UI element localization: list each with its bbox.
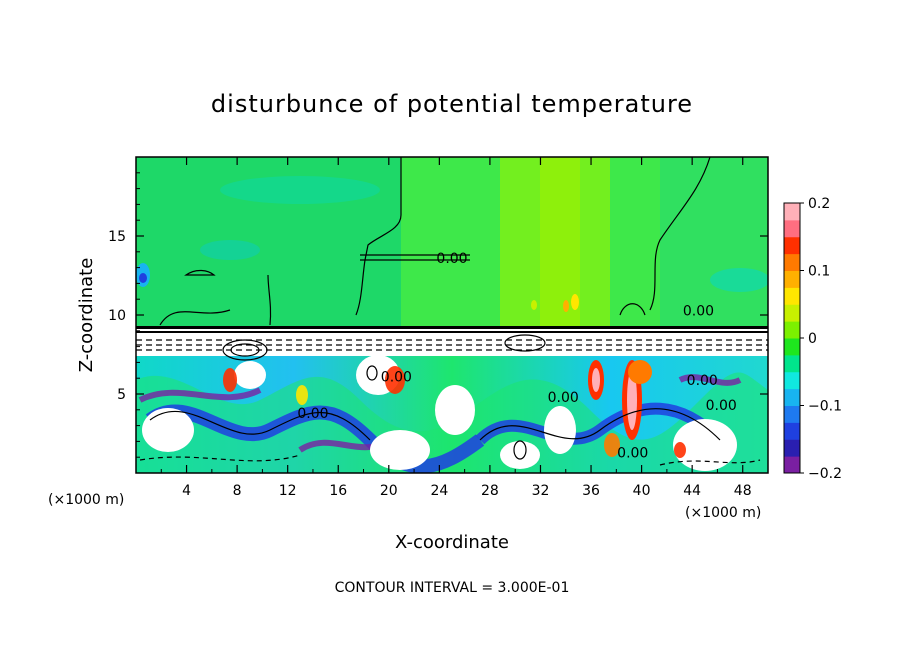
- x-tick-label: 48: [734, 483, 752, 499]
- colorbar-swatch: [784, 287, 800, 305]
- contour-label: 0.00: [548, 390, 579, 406]
- chart-title: disturbunce of potential temperature: [211, 90, 693, 118]
- heatmap-field: 0.00 0.00 0.00 0.00 0.00 0.00 0.00 0.00: [136, 157, 768, 473]
- colorbar-swatch: [784, 422, 800, 440]
- x-tick-label: 24: [430, 483, 448, 499]
- contour-interval-note: CONTOUR INTERVAL = 3.000E-01: [335, 580, 570, 596]
- y-tick-label: 5: [117, 387, 126, 403]
- x-axis-label: X-coordinate: [395, 532, 509, 553]
- y-axis-label: Z-coordinate: [76, 258, 97, 373]
- contour-label: 0.00: [687, 373, 718, 389]
- colorbar-swatch: [784, 456, 800, 474]
- y-tick-label: 15: [108, 229, 126, 245]
- x-unit-left: (×1000 m): [48, 492, 124, 508]
- colorbar-swatch: [784, 439, 800, 457]
- x-tick-label: 32: [532, 483, 550, 499]
- contour-label: 0.00: [706, 398, 737, 414]
- x-axis-ticks: 4 8 12 16 20 24 28 32 36 40 44 48: [160, 157, 752, 499]
- y-axis-ticks: 5 10 15: [108, 172, 768, 458]
- colorbar-tick-label: −0.1: [808, 399, 842, 415]
- y-tick-label: 10: [108, 308, 126, 324]
- contour-label: 0.00: [436, 251, 467, 267]
- colorbar-tick-label: 0.1: [808, 264, 830, 280]
- colorbar-swatch: [784, 354, 800, 373]
- colorbar-tick-label: 0.2: [808, 196, 830, 212]
- contour-label: 0.00: [683, 303, 714, 319]
- x-tick-label: 8: [233, 483, 242, 499]
- colorbar-tick-label: −0.2: [808, 466, 842, 482]
- x-tick-label: 36: [582, 483, 600, 499]
- colorbar-tick-label: 0: [808, 331, 817, 347]
- x-tick-label: 4: [182, 483, 191, 499]
- x-tick-label: 40: [633, 483, 651, 499]
- x-tick-label: 28: [481, 483, 499, 499]
- colorbar-swatch: [784, 203, 800, 221]
- colorbar: 0.2 0.1 0 −0.1 −0.2: [783, 196, 842, 482]
- x-tick-label: 12: [279, 483, 297, 499]
- contour-label: 0.00: [617, 445, 648, 461]
- colorbar-swatch: [784, 253, 800, 271]
- x-tick-label: 20: [380, 483, 398, 499]
- colorbar-swatch: [784, 219, 800, 238]
- colorbar-swatch: [784, 270, 800, 288]
- colorbar-swatch: [784, 304, 800, 322]
- colorbar-swatch: [784, 405, 800, 423]
- x-tick-label: 16: [329, 483, 347, 499]
- colorbar-swatch: [784, 321, 800, 339]
- colorbar-swatch: [784, 338, 800, 356]
- colorbar-swatch: [784, 388, 800, 406]
- colorbar-swatch: [784, 371, 800, 390]
- contour-label: 0.00: [381, 370, 412, 386]
- colorbar-swatch: [784, 236, 800, 255]
- x-unit-right: (×1000 m): [685, 505, 761, 521]
- x-tick-label: 44: [683, 483, 701, 499]
- contour-label: 0.00: [297, 406, 328, 422]
- contour-labels: 0.00 0.00 0.00 0.00 0.00 0.00 0.00 0.00: [297, 251, 736, 461]
